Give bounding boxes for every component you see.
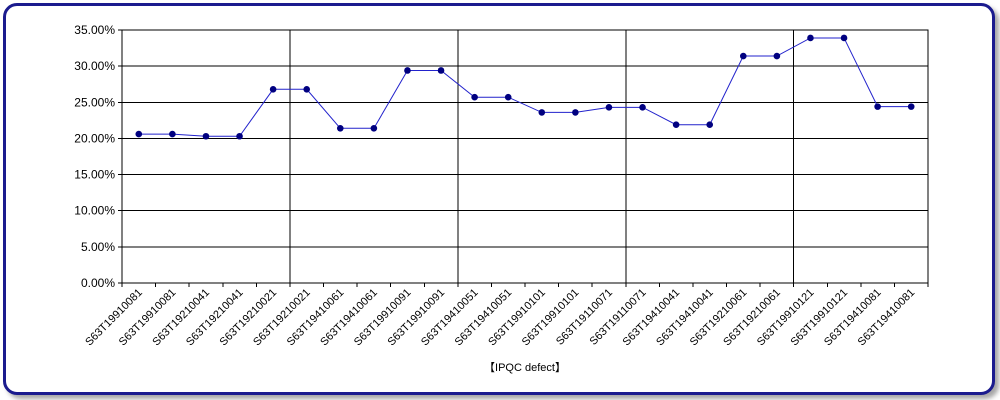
data-point (471, 93, 478, 101)
data-point (639, 104, 646, 111)
y-tick-label: 30.00% (74, 59, 115, 73)
series-line (138, 37, 912, 137)
y-tick-label: 35.00% (74, 23, 115, 37)
data-point (840, 34, 848, 42)
y-tick-label: 25.00% (74, 95, 115, 109)
data-point (538, 109, 546, 116)
y-tick-label: 20.00% (74, 131, 115, 145)
data-point (605, 104, 613, 111)
data-point (773, 52, 781, 60)
data-point (504, 93, 512, 101)
gridlines (121, 29, 929, 284)
y-tick-label: 5.00% (81, 240, 115, 254)
data-point (807, 34, 814, 42)
data-point (706, 121, 714, 128)
plot-area-border (121, 29, 929, 284)
x-axis: S63T19910081S63T19910081S63T19210041S63T… (83, 283, 929, 349)
data-point (874, 103, 881, 110)
y-tick-label: 10.00% (74, 204, 115, 218)
series-group (135, 34, 915, 140)
data-point (404, 67, 411, 74)
data-point (269, 85, 277, 93)
data-point (336, 125, 344, 132)
data-point (236, 132, 243, 140)
x-tick-label: S63T19910081 (83, 287, 145, 349)
x-axis-title: 【IPQC defect】 (484, 361, 566, 374)
data-point (907, 103, 915, 110)
chart-frame (3, 3, 995, 395)
y-tick-label: 15.00% (74, 168, 115, 182)
data-point (370, 125, 378, 132)
data-point (202, 132, 210, 140)
data-point (739, 52, 747, 60)
data-point (135, 130, 143, 138)
y-tick-label: 0.00% (81, 276, 115, 290)
data-point (672, 121, 680, 128)
data-point (572, 109, 579, 116)
y-axis: 0.00% 5.00% 10.00% 15.00% 20.00% 25.00% 30.00%… (74, 23, 122, 290)
data-point (169, 130, 176, 138)
data-point (437, 67, 445, 74)
data-point (303, 85, 311, 93)
